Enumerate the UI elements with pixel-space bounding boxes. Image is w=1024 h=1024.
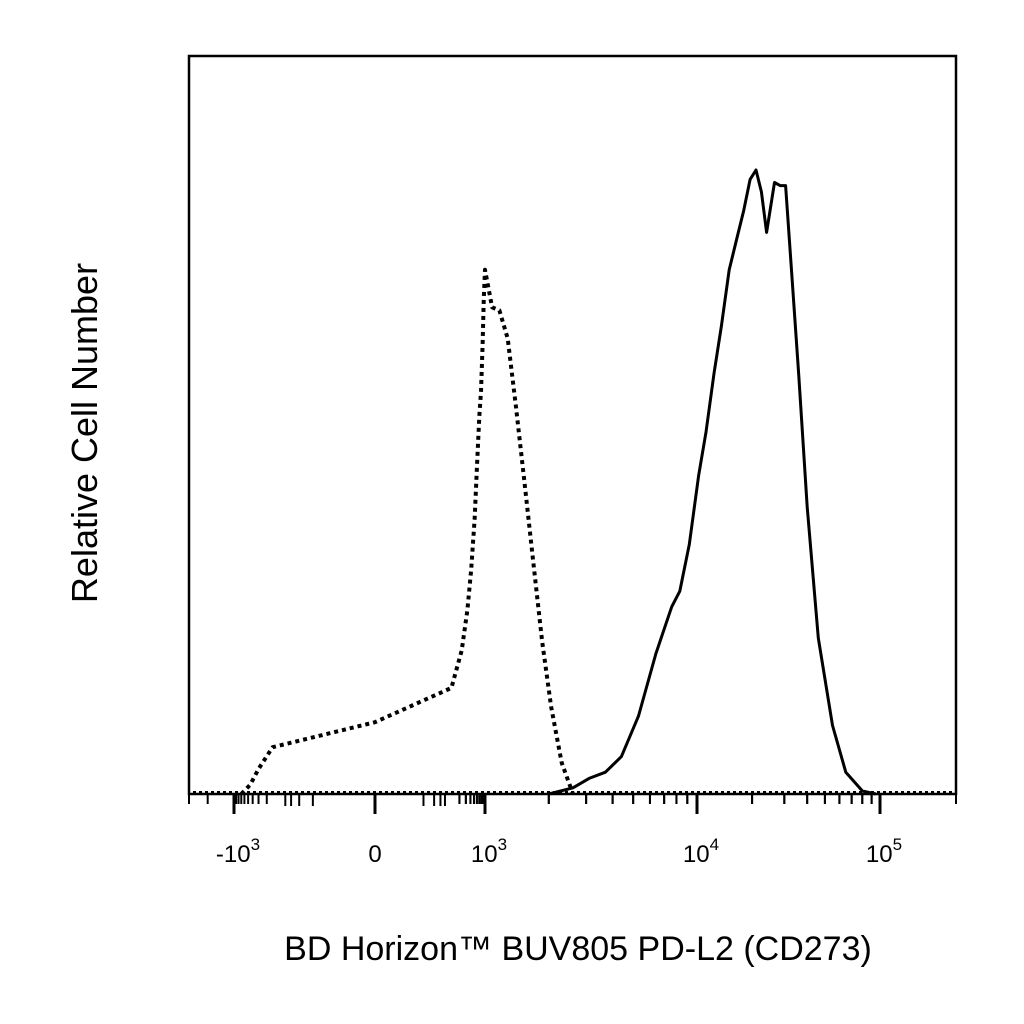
x-tick-label: 0 xyxy=(368,841,381,868)
x-tick-label: -103 xyxy=(216,835,260,868)
x-axis-tick-labels: -103 0 103 104 105 xyxy=(216,835,902,868)
x-tick-label: 103 xyxy=(471,835,507,868)
x-axis-ticks xyxy=(188,794,957,814)
plot-frame xyxy=(187,54,958,796)
y-axis-label: Relative Cell Number xyxy=(64,263,105,603)
histogram-series xyxy=(193,168,952,796)
x-axis-label: BD Horizon™ BUV805 PD-L2 (CD273) xyxy=(284,930,872,968)
control-histogram-dotted xyxy=(239,267,575,796)
stained-histogram-solid xyxy=(548,168,877,796)
x-tick-label: 104 xyxy=(683,835,719,868)
x-tick-label: 105 xyxy=(866,835,902,868)
